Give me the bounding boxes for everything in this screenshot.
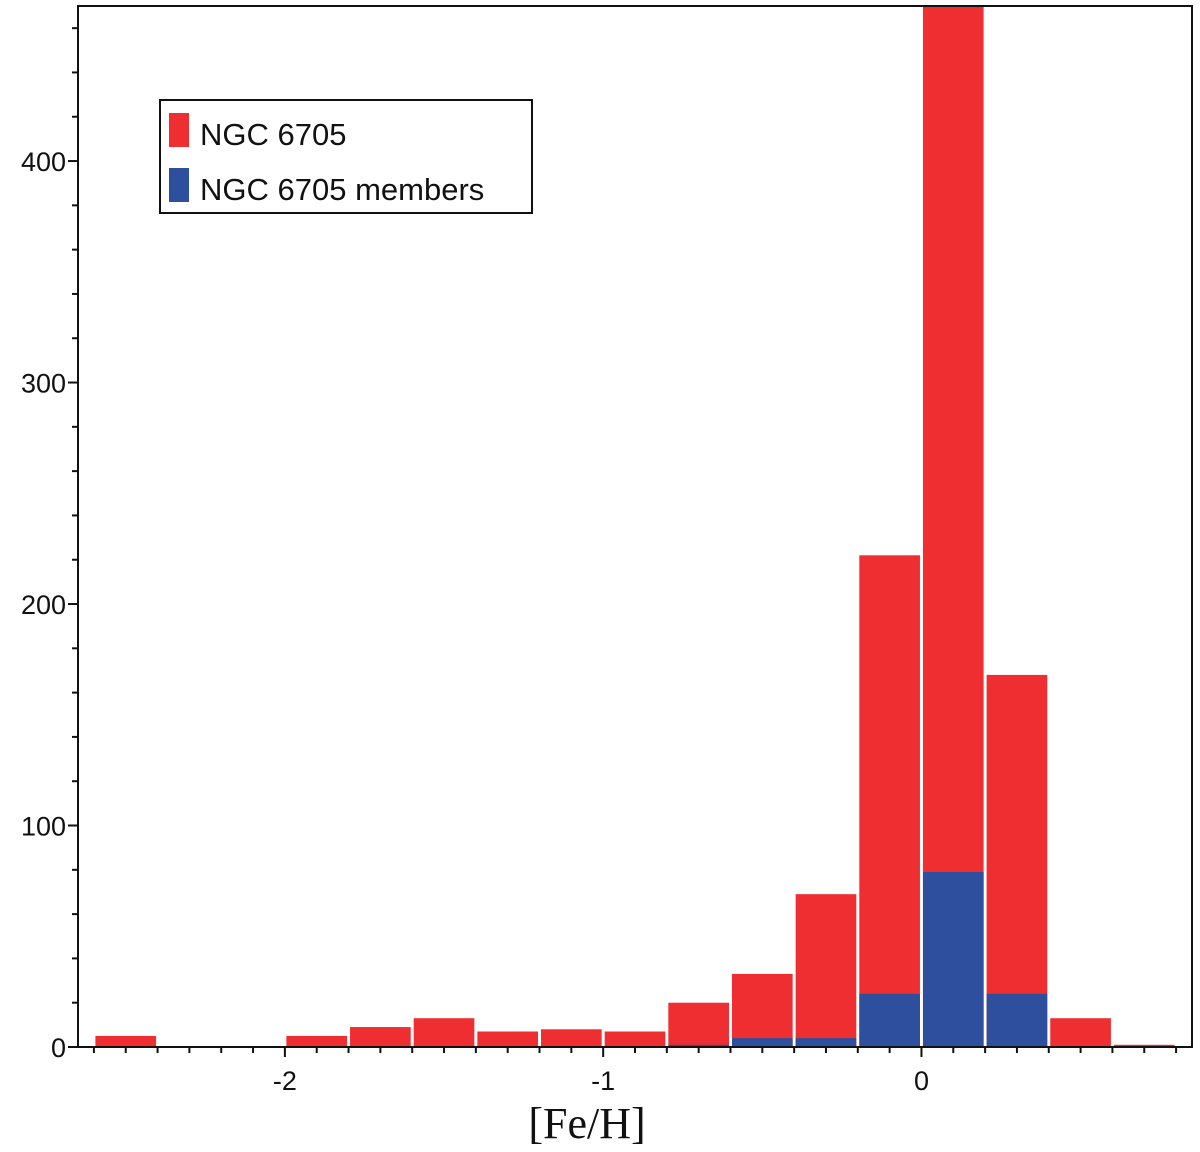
plot-frame <box>77 5 1193 1048</box>
y-tick-label: 200 <box>21 590 66 620</box>
y-tick-label: 300 <box>21 369 66 399</box>
bar-total-11 <box>795 894 857 1047</box>
bar-total-10 <box>731 973 793 1047</box>
x-tick-label: -2 <box>273 1066 297 1096</box>
legend-swatch-ngc6705 <box>169 113 189 147</box>
y-tick-label: 100 <box>21 812 66 842</box>
bar-total-14 <box>986 674 1048 1047</box>
y-tick-label: 400 <box>21 147 66 177</box>
bar-members-9 <box>668 1044 729 1047</box>
x-tick-label: -1 <box>591 1066 615 1096</box>
bar-total-8 <box>604 1031 666 1047</box>
legend-label-members: NGC 6705 members <box>200 172 484 207</box>
bar-total-12 <box>859 555 920 1047</box>
bars-members-series <box>668 872 1048 1047</box>
y-tick-label: 0 <box>51 1033 66 1063</box>
bar-total-5 <box>413 1018 475 1047</box>
legend-swatch-members <box>169 168 189 202</box>
bar-members-11 <box>795 1038 857 1047</box>
bar-total-15 <box>1050 1018 1111 1047</box>
bar-members-13 <box>922 872 984 1047</box>
x-tick-label: 0 <box>914 1066 929 1096</box>
bar-members-12 <box>859 993 920 1047</box>
bar-total-6 <box>477 1031 539 1047</box>
bar-members-10 <box>731 1038 793 1047</box>
bar-members-14 <box>986 993 1048 1047</box>
bar-total-7 <box>541 1029 602 1047</box>
x-axis-title: [Fe/H] <box>528 1099 645 1148</box>
bar-total-9 <box>668 1002 729 1047</box>
legend-label-ngc6705: NGC 6705 <box>200 117 346 152</box>
bar-total-3 <box>286 1035 348 1047</box>
bar-total-16 <box>1113 1044 1175 1047</box>
legend-box <box>159 99 533 214</box>
bar-total-4 <box>350 1027 411 1047</box>
tick-labels: -2 -1 0 0 100 200 300 400 <box>21 147 929 1096</box>
bar-total-0 <box>95 1035 157 1047</box>
legend: NGC 6705 NGC 6705 members <box>159 99 533 214</box>
